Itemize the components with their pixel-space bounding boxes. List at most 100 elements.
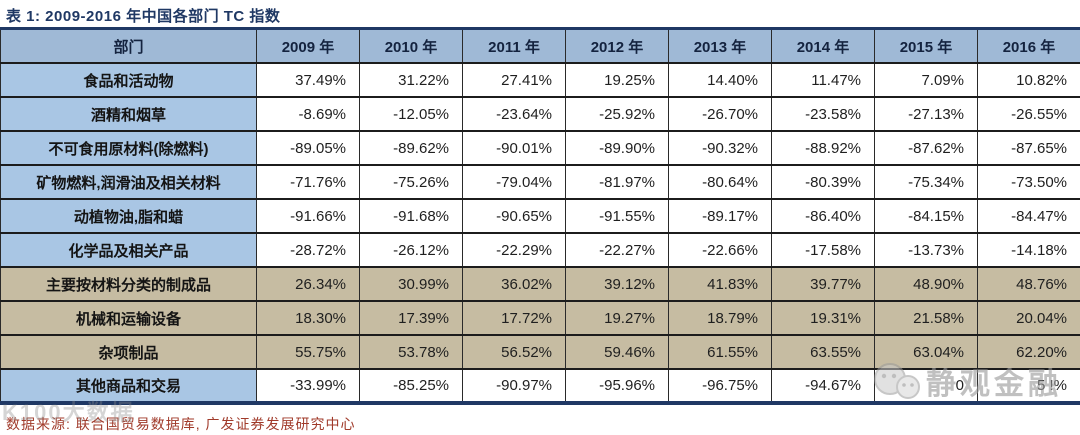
value-cell: 63.55% (771, 334, 875, 370)
value-cell: 27.41% (462, 62, 566, 98)
value-cell: 62.20% (977, 334, 1080, 370)
table-row: 机械和运输设备 18.30% 17.39% 17.72% 19.27% 18.79% 19.… (0, 300, 1080, 336)
value-cell: 5 !% (977, 368, 1080, 404)
value-cell: 39.12% (565, 266, 669, 302)
value-cell: -22.29% (462, 232, 566, 268)
column-header-year: 2014 年 (771, 30, 875, 64)
row-label-cell: 化学品及相关产品 (0, 232, 257, 268)
value-cell: -84.47% (977, 198, 1080, 234)
value-cell: -13.73% (874, 232, 978, 268)
value-cell: -25.92% (565, 96, 669, 132)
value-cell: 10.82% (977, 62, 1080, 98)
value-cell: 17.39% (359, 300, 463, 336)
value-cell: -26.55% (977, 96, 1080, 132)
tc-index-table: 部门 2009 年 2010 年 2011 年 2012 年 2013 年 2014 年 20… (0, 30, 1080, 405)
value-cell: -90.32% (668, 130, 772, 166)
value-cell: 26.34% (256, 266, 360, 302)
value-cell: 39.77% (771, 266, 875, 302)
value-cell: -90.01% (462, 130, 566, 166)
table-row: 不可食用原材料(除燃料) -89.05% -89.62% -90.01% -89.90%… (0, 130, 1080, 166)
value-cell: -84.15% (874, 198, 978, 234)
value-cell: -12.05% (359, 96, 463, 132)
value-cell: 17.72% (462, 300, 566, 336)
value-cell: -26.12% (359, 232, 463, 268)
value-cell: 19.27% (565, 300, 669, 336)
value-cell: -75.34% (874, 164, 978, 200)
row-label-cell: 动植物油,脂和蜡 (0, 198, 257, 234)
value-cell: -81.97% (565, 164, 669, 200)
table-row: 主要按材料分类的制成品 26.34% 30.99% 36.02% 39.12% 41.83… (0, 266, 1080, 302)
value-cell: -27.13% (874, 96, 978, 132)
value-cell: 41.83% (668, 266, 772, 302)
table-row: 酒精和烟草 -8.69% -12.05% -23.64% -25.92% -26.70% -… (0, 96, 1080, 132)
row-label-cell: 机械和运输设备 (0, 300, 257, 336)
column-header-sector: 部门 (0, 30, 257, 64)
table-row: 化学品及相关产品 -28.72% -26.12% -22.29% -22.27% -22.… (0, 232, 1080, 268)
value-cell: -33.99% (256, 368, 360, 404)
value-cell: 61.55% (668, 334, 772, 370)
table-row: 食品和活动物 37.49% 31.22% 27.41% 19.25% 14.40% 11.4… (0, 62, 1080, 98)
value-cell: 19.25% (565, 62, 669, 98)
value-cell: 18.30% (256, 300, 360, 336)
table-row: 动植物油,脂和蜡 -91.66% -91.68% -90.65% -91.55% -89.… (0, 198, 1080, 234)
column-header-year: 2010 年 (359, 30, 463, 64)
column-header-year: 2016 年 (977, 30, 1080, 64)
value-cell: -73.50% (977, 164, 1080, 200)
value-cell: 56.52% (462, 334, 566, 370)
value-cell: -90.65% (462, 198, 566, 234)
value-cell: -80.39% (771, 164, 875, 200)
value-cell: 11.47% (771, 62, 875, 98)
value-cell: 0 (874, 368, 978, 404)
value-cell: 53.78% (359, 334, 463, 370)
value-cell: -91.66% (256, 198, 360, 234)
value-cell: 37.49% (256, 62, 360, 98)
value-cell: 48.90% (874, 266, 978, 302)
value-cell: -80.64% (668, 164, 772, 200)
table-row: 矿物燃料,润滑油及相关材料 -71.76% -75.26% -79.04% -81.97… (0, 164, 1080, 200)
value-cell: -89.17% (668, 198, 772, 234)
value-cell: -89.90% (565, 130, 669, 166)
value-cell: 48.76% (977, 266, 1080, 302)
value-cell: -91.55% (565, 198, 669, 234)
column-header-year: 2015 年 (874, 30, 978, 64)
value-cell: -28.72% (256, 232, 360, 268)
data-source-note: 数据来源: 联合国贸易数据库, 广发证券发展研究中心 (6, 416, 356, 432)
table-title-bar: 表 1: 2009-2016 年中国各部门 TC 指数 (0, 0, 1080, 30)
row-label-cell: 矿物燃料,润滑油及相关材料 (0, 164, 257, 200)
value-cell: -88.92% (771, 130, 875, 166)
value-cell: -79.04% (462, 164, 566, 200)
row-label-cell: 杂项制品 (0, 334, 257, 370)
value-cell: 19.31% (771, 300, 875, 336)
value-cell: -26.70% (668, 96, 772, 132)
value-cell: -17.58% (771, 232, 875, 268)
row-label-cell: 食品和活动物 (0, 62, 257, 98)
value-cell: -91.68% (359, 198, 463, 234)
row-label-cell: 不可食用原材料(除燃料) (0, 130, 257, 166)
value-cell: 7.09% (874, 62, 978, 98)
value-cell: -22.66% (668, 232, 772, 268)
table-header-row: 部门 2009 年 2010 年 2011 年 2012 年 2013 年 2014 年 20… (0, 30, 1080, 64)
column-header-year: 2011 年 (462, 30, 566, 64)
column-header-year: 2013 年 (668, 30, 772, 64)
value-cell: -87.62% (874, 130, 978, 166)
value-cell: -22.27% (565, 232, 669, 268)
value-cell: 59.46% (565, 334, 669, 370)
row-label-cell: 酒精和烟草 (0, 96, 257, 132)
row-label-cell: 其他商品和交易 (0, 368, 257, 404)
value-cell: -89.62% (359, 130, 463, 166)
value-cell: 20.04% (977, 300, 1080, 336)
value-cell: 63.04% (874, 334, 978, 370)
value-cell: -96.75% (668, 368, 772, 404)
value-cell: -89.05% (256, 130, 360, 166)
value-cell: -86.40% (771, 198, 875, 234)
value-cell: -8.69% (256, 96, 360, 132)
value-cell: 18.79% (668, 300, 772, 336)
value-cell: -23.64% (462, 96, 566, 132)
value-cell: -71.76% (256, 164, 360, 200)
value-cell: -85.25% (359, 368, 463, 404)
value-cell: 55.75% (256, 334, 360, 370)
value-cell: -23.58% (771, 96, 875, 132)
column-header-year: 2009 年 (256, 30, 360, 64)
value-cell: 21.58% (874, 300, 978, 336)
value-cell: 30.99% (359, 266, 463, 302)
